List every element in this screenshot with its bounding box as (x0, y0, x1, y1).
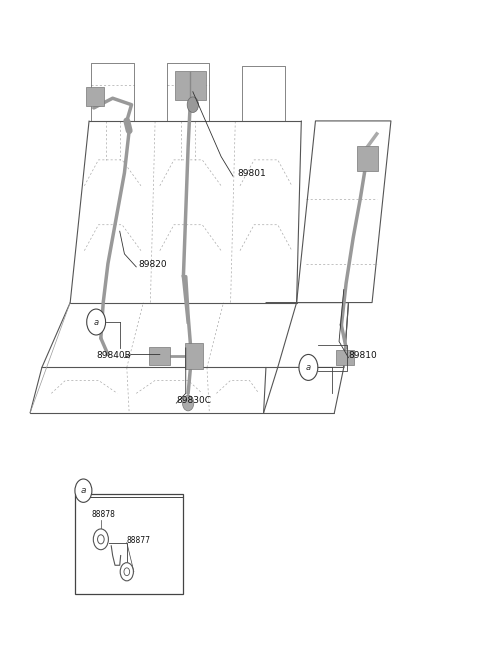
Text: 88877: 88877 (127, 535, 151, 545)
FancyBboxPatch shape (336, 350, 354, 365)
Text: 89810: 89810 (348, 351, 377, 359)
Text: 89830C: 89830C (176, 396, 211, 405)
Text: 89820: 89820 (139, 260, 167, 269)
Text: a: a (306, 363, 311, 372)
Text: a: a (81, 486, 86, 495)
Circle shape (187, 97, 199, 112)
Text: 88878: 88878 (91, 510, 115, 518)
FancyBboxPatch shape (175, 71, 205, 99)
Text: 89840B: 89840B (96, 351, 131, 359)
Circle shape (124, 568, 130, 576)
Circle shape (87, 309, 106, 335)
FancyBboxPatch shape (185, 344, 203, 369)
Circle shape (97, 535, 104, 544)
Text: 89801: 89801 (238, 169, 266, 178)
Circle shape (299, 354, 318, 380)
FancyBboxPatch shape (357, 146, 378, 171)
FancyBboxPatch shape (149, 347, 170, 365)
Text: a: a (94, 317, 99, 327)
Circle shape (120, 562, 133, 581)
Circle shape (182, 396, 194, 411)
FancyBboxPatch shape (86, 87, 104, 106)
Circle shape (93, 529, 108, 550)
Circle shape (75, 479, 92, 503)
FancyBboxPatch shape (75, 494, 183, 595)
